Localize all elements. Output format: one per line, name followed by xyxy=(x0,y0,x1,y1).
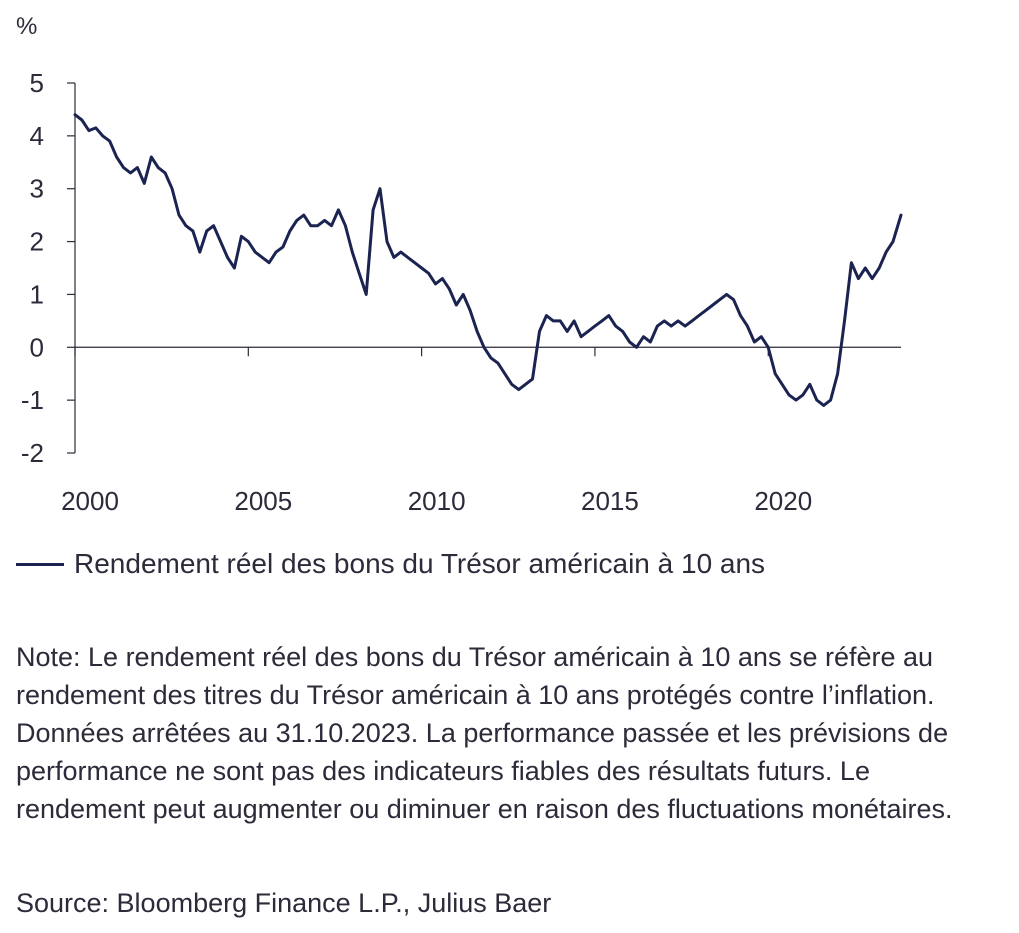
legend-swatch xyxy=(16,562,64,566)
series-line xyxy=(73,113,903,407)
y-tick-label: -2 xyxy=(21,438,44,468)
x-axis: 2000 2005 2010 2015 2020 xyxy=(61,346,901,516)
series-layer xyxy=(73,113,903,407)
x-tick-label: 2005 xyxy=(234,486,292,516)
chart-source: Source: Bloomberg Finance L.P., Julius B… xyxy=(16,888,552,918)
legend-label: Rendement réel des bons du Trésor améric… xyxy=(74,548,766,579)
y-tick-label: 5 xyxy=(30,68,44,98)
y-tick-label: 2 xyxy=(30,227,44,257)
line-chart: % 5 4 3 2 1 0 -1 -2 2000 2005 2010 2015 2020 xyxy=(16,13,903,516)
x-tick-label: 2020 xyxy=(754,486,812,516)
chart-note: Note: Le rendement réel des bons du Trés… xyxy=(16,642,953,824)
x-tick-label: 2015 xyxy=(581,486,639,516)
y-tick-label: 1 xyxy=(30,279,44,309)
y-tick-label: -1 xyxy=(21,385,44,415)
legend: Rendement réel des bons du Trésor améric… xyxy=(16,548,765,580)
x-tick-label: 2000 xyxy=(61,486,119,516)
x-tick-label: 2010 xyxy=(408,486,466,516)
y-tick-label: 3 xyxy=(30,174,44,204)
y-unit-label: % xyxy=(16,13,37,40)
y-tick-label: 0 xyxy=(30,332,44,362)
y-tick-label: 4 xyxy=(30,121,44,151)
y-axis: 5 4 3 2 1 0 -1 -2 xyxy=(21,68,76,468)
